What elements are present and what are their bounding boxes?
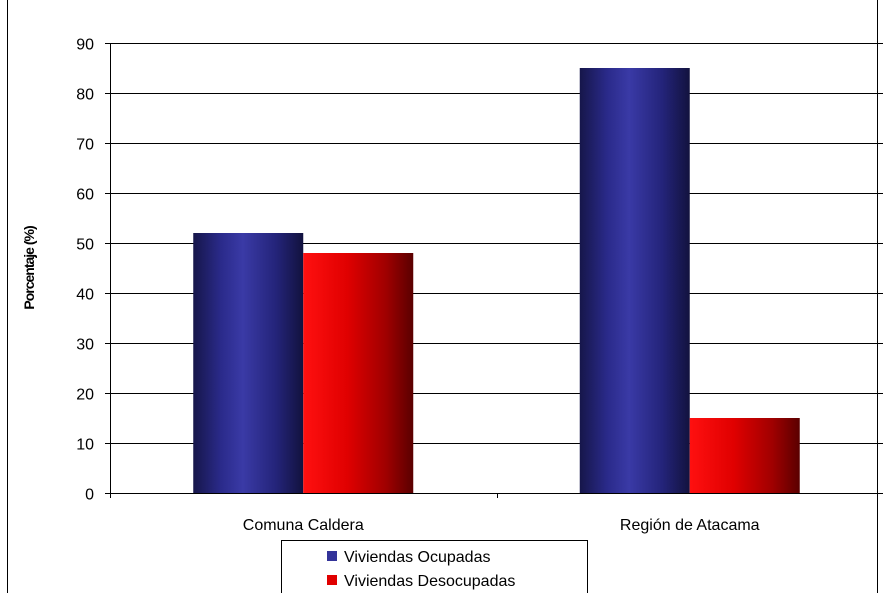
y-tick-labels: 0 10 20 30 40 50 60 70 80 90 (76, 37, 94, 504)
legend-label: Viviendas Ocupadas (344, 549, 490, 566)
legend-label: Viviendas Desocupadas (344, 573, 515, 590)
axes (105, 43, 883, 498)
x-tick-label: Región de Atacama (620, 517, 760, 534)
bar-desocupadas-0 (303, 253, 414, 493)
bar-desocupadas-1 (689, 418, 800, 493)
x-tick-label: Comuna Caldera (243, 517, 364, 534)
y-tick-label: 60 (76, 187, 94, 204)
x-tick-labels: Comuna Caldera Región de Atacama (243, 517, 760, 534)
y-tick-label: 80 (76, 87, 94, 104)
y-axis-label: Porcentaje (%) (21, 226, 37, 310)
legend-swatch (327, 551, 337, 561)
bars (193, 68, 800, 493)
legend: Viviendas Ocupadas Viviendas Desocupadas (281, 540, 588, 596)
legend-swatch (327, 575, 337, 585)
bar-ocupadas-1 (579, 68, 690, 493)
y-tick-label: 0 (85, 487, 94, 504)
bar-ocupadas-0 (193, 233, 304, 493)
y-tick-label: 40 (76, 287, 94, 304)
y-tick-label: 20 (76, 387, 94, 404)
y-tick-label: 10 (76, 437, 94, 454)
y-tick-label: 50 (76, 237, 94, 254)
y-tick-label: 90 (76, 37, 94, 54)
legend-box (281, 540, 588, 596)
y-tick-label: 70 (76, 137, 94, 154)
y-tick-label: 30 (76, 337, 94, 354)
